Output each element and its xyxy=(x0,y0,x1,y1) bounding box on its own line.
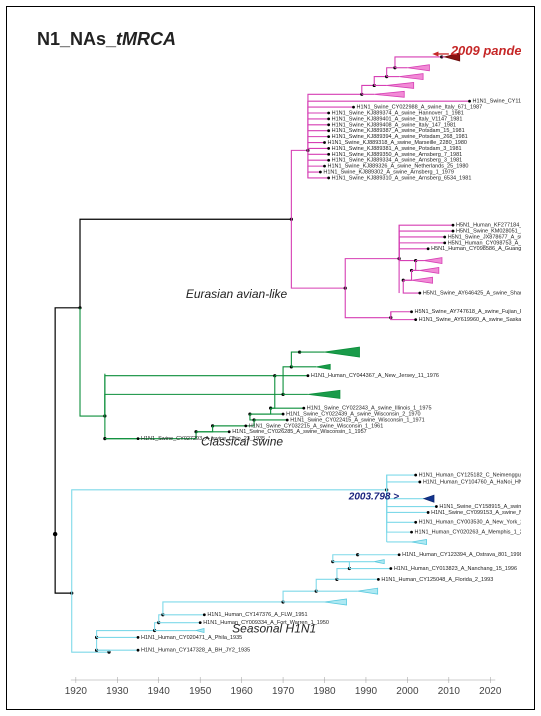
svg-text:H1N1_Human_CY020471_A_Phila_19: H1N1_Human_CY020471_A_Phila_1935 xyxy=(141,635,242,641)
figure-frame: N1_NAs_tMRCA 192019301940195019601970198… xyxy=(6,6,535,710)
svg-text:1980: 1980 xyxy=(313,686,336,697)
svg-text:2000: 2000 xyxy=(396,686,419,697)
tip-label: H1N1_Human_CY104760_A_HaNoi_HN1017_2003 xyxy=(423,479,521,485)
tip-label: H1N1_Human_CY125182_C_Neimenggu_52_2002 xyxy=(419,473,521,479)
svg-text:H1N1_Human_CY044367_A_New_Jers: H1N1_Human_CY044367_A_New_Jersey_11_1976 xyxy=(311,373,439,379)
svg-text:2020: 2020 xyxy=(479,686,502,697)
svg-text:1990: 1990 xyxy=(355,686,378,697)
annotation-red: 2009 pandemic H1N1 xyxy=(450,43,521,58)
tree-plot: 1920 1930 1940 1950 1960 1970 1980 1990 2000 2010… xyxy=(21,7,521,707)
tip-label: H5N1_Human_CY098586_A_Guangxi_1_2005 xyxy=(431,246,521,252)
svg-text:1950: 1950 xyxy=(189,686,212,697)
svg-text:H1N1_Human_CY013823_A_Nanchang: H1N1_Human_CY013823_A_Nanchang_15_1996 xyxy=(394,566,517,572)
tip-label: H1N1_Human_CY020263_A_Memphis_1_2001 xyxy=(415,530,521,536)
svg-text:1940: 1940 xyxy=(148,686,171,697)
svg-text:H1N1_Human_CY147328_A_BH_JY2_1: H1N1_Human_CY147328_A_BH_JY2_1935 xyxy=(141,648,250,654)
tip-label: H1N1_Swine_CY099153_A_swine_North_Caroli… xyxy=(431,510,521,516)
clade-label: Classical swine xyxy=(201,435,283,449)
tree-svg: 1920 1930 1940 1950 1960 1970 1980 1990 2000 2010… xyxy=(21,7,521,707)
tip-label: H1N1_Swine_AY619960_A_swine_Saskatchewan… xyxy=(419,317,521,323)
tip-label: H5N1_Swine_AY646425_A_swine_Shandong_2_2… xyxy=(423,291,521,297)
svg-text:1970: 1970 xyxy=(272,686,295,697)
svg-text:H1N1_Human_CY123394_A_Ostrava_: H1N1_Human_CY123394_A_Ostrava_801_1998 xyxy=(402,552,521,558)
clade-label: Seasonal H1N1 xyxy=(232,621,316,635)
svg-text:1920: 1920 xyxy=(65,686,88,697)
svg-text:H1N1_Human_CY147376_A_FLW_1951: H1N1_Human_CY147376_A_FLW_1951 xyxy=(207,612,307,618)
svg-text:1960: 1960 xyxy=(231,686,254,697)
svg-text:2010: 2010 xyxy=(438,686,461,697)
tip-label: H5N1_Swine_AY747618_A_swine_Fujian_F1_20… xyxy=(415,309,521,315)
svg-text:H1N1_Human_CY125048_A_Florida_: H1N1_Human_CY125048_A_Florida_2_1993 xyxy=(381,577,493,583)
svg-text:1930: 1930 xyxy=(106,686,129,697)
clade-label: Eurasian avian-like xyxy=(186,287,288,301)
annotation-blue: 2003.798 > xyxy=(348,492,399,503)
tip-label: H1N1_Swine_KJ889310_A_swine_Arnsberg_653… xyxy=(332,175,472,181)
tip-label: H1N1_Human_CY003530_A_New_York_220_2002 xyxy=(419,520,521,526)
